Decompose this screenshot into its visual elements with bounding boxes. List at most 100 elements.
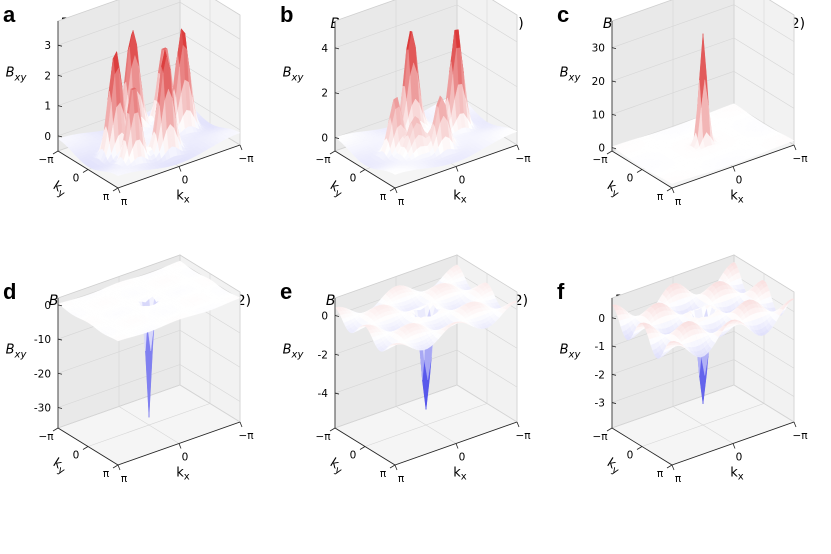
panel-f: fBxy(kz = π, kx, ky, ω = 12)0-1-2-3Bxy−π… [554,254,831,554]
z-tick-label: -2 [595,369,605,381]
panel-label: a [3,2,16,27]
y-tick-label: π [380,468,387,480]
y-tick-label: π [103,191,110,203]
z-axis: 0 10 20 30 Bxy [560,21,617,155]
z-axis-label: Bxy [560,65,582,83]
x-axis: −π 0 π kx [117,421,254,485]
y-tick-label: 0 [350,173,357,185]
x-tick-label: π [121,473,128,485]
panel-e: eBxy(kz = 4π/5, kx, ky, ω = 12)0-2-4Bxy−… [277,254,554,554]
panel-label: c [557,2,569,27]
z-tick-label: -10 [34,334,51,346]
surface-mesh [611,261,795,404]
surface-plot-e: eBxy(kz = 4π/5, kx, ky, ω = 12)0-2-4Bxy−… [280,254,531,485]
y-tick-label: 0 [350,450,357,462]
x-axis-label: kx [730,466,744,483]
z-tick-label: -3 [595,398,605,410]
x-tick-label: π [398,196,405,208]
y-tick-label: π [103,468,110,480]
z-tick-label: 2 [321,88,328,100]
z-tick-label: -4 [318,388,329,400]
x-tick-label: 0 [459,175,466,187]
x-tick-label: 0 [182,452,189,464]
z-axis: 0 -2 -4 Bxy [283,298,340,428]
surface-mesh [57,260,241,418]
y-tick-label: 0 [73,450,80,462]
x-tick-label: 0 [736,175,743,187]
y-axis: −π 0 π ky [38,150,119,203]
surface-plot-f: fBxy(kz = π, kx, ky, ω = 12)0-1-2-3Bxy−π… [557,254,808,485]
surface-plot-d: dBxy(kz = 3π/5, kx, ky, ω = 12)0-10-20-3… [3,254,254,485]
surface-mesh [57,28,241,177]
panel-label: d [3,279,16,304]
z-axis-label: Bxy [6,342,28,360]
x-axis: −π 0 π kx [117,144,254,208]
z-axis-label: Bxy [6,65,28,83]
x-axis: −π 0 π kx [671,421,808,485]
x-tick-label: 0 [736,452,743,464]
x-axis: −π 0 π kx [394,144,531,208]
panel-c: cBxy(kz = 2π/5, kx, ky, ω = 12)0102030Bx… [554,0,831,277]
surface-plot-a: aBxy(kz = 0, kx, ky, ω = 12)0123Bxy−π0πk… [3,0,254,208]
z-axis: 0 -10 -20 -30 Bxy [6,298,63,428]
y-axis-label: ky [49,179,69,201]
x-tick-label: −π [792,430,808,442]
y-tick-label: 0 [73,173,80,185]
y-tick-label: π [657,191,664,203]
z-tick-label: 4 [321,43,328,55]
panel-d: dBxy(kz = 3π/5, kx, ky, ω = 12)0-10-20-3… [0,254,277,554]
z-tick-label: -2 [318,349,328,361]
x-tick-label: π [398,473,405,485]
y-axis-label: ky [326,456,346,478]
z-tick-label: 0 [44,131,51,143]
y-axis-label: ky [603,179,623,201]
x-axis-label: kx [453,189,467,206]
panel-b: bBxy(kz = π/5, kx, ky, ω = 12)024Bxy−π0π… [277,0,554,277]
z-tick-label: 0 [321,133,328,145]
x-axis: −π 0 π kx [394,421,531,485]
surface-mesh [611,33,795,184]
x-tick-label: 0 [182,175,189,187]
z-tick-label: 0 [598,143,605,155]
x-tick-label: −π [792,153,808,165]
x-axis-label: kx [453,466,467,483]
z-tick-label: -30 [34,402,51,414]
z-tick-label: 30 [592,43,605,55]
y-tick-label: −π [315,154,331,166]
y-axis: −π 0 π ky [592,427,673,480]
x-axis-label: kx [176,189,190,206]
x-axis-label: kx [176,466,190,483]
y-tick-label: −π [592,154,608,166]
y-tick-label: −π [592,431,608,443]
z-axis-label: Bxy [560,342,582,360]
panel-label: e [280,279,292,304]
surface-mesh [334,264,518,410]
panel-label: b [280,2,293,27]
z-tick-label: -20 [34,368,51,380]
z-tick-label: 3 [44,40,51,52]
panel-a: aBxy(kz = 0, kx, ky, ω = 12)0123Bxy−π0πk… [0,0,277,277]
y-axis-label: ky [603,456,623,478]
y-tick-label: −π [38,431,54,443]
z-tick-label: 0 [598,313,605,325]
z-axis: 0 1 2 3 Bxy [6,21,63,151]
y-tick-label: π [657,468,664,480]
panel-label: f [557,279,565,304]
x-tick-label: −π [515,153,531,165]
z-tick-label: 2 [44,70,51,82]
x-tick-label: π [675,196,682,208]
z-tick-label: 0 [321,310,328,322]
y-tick-label: −π [38,154,54,166]
z-tick-label: 10 [592,109,605,121]
surface-mesh [334,29,518,175]
y-axis: −π 0 π ky [315,427,396,480]
x-tick-label: 0 [459,452,466,464]
x-tick-label: −π [238,153,254,165]
x-tick-label: −π [515,430,531,442]
z-axis-label: Bxy [283,342,305,360]
z-axis: 0 -1 -2 -3 Bxy [560,298,617,428]
x-axis: −π 0 π kx [671,144,808,208]
y-tick-label: π [380,191,387,203]
x-tick-label: π [675,473,682,485]
y-axis-label: ky [49,456,69,478]
